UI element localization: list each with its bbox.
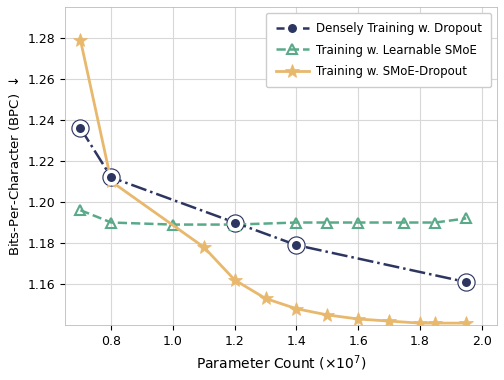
Training w. Learnable SMoE: [293, 220, 299, 225]
Densely Training w. Dropout: [78, 126, 84, 130]
Training w. SMoE-Dropout: [293, 307, 299, 311]
Training w. SMoE-Dropout: [463, 321, 469, 325]
Training w. Learnable SMoE: [170, 222, 176, 227]
Y-axis label: Bits-Per-Character (BPC) $\downarrow$: Bits-Per-Character (BPC) $\downarrow$: [7, 76, 22, 256]
Densely Training w. Dropout: [463, 280, 469, 284]
Training w. SMoE-Dropout: [417, 321, 423, 325]
Training w. Learnable SMoE: [324, 220, 330, 225]
Line: Training w. Learnable SMoE: Training w. Learnable SMoE: [76, 205, 471, 230]
Training w. SMoE-Dropout: [324, 313, 330, 317]
Training w. Learnable SMoE: [402, 220, 408, 225]
Training w. Learnable SMoE: [108, 220, 114, 225]
Training w. Learnable SMoE: [232, 222, 238, 227]
Training w. SMoE-Dropout: [263, 296, 269, 301]
X-axis label: Parameter Count ($\times10^7$): Parameter Count ($\times10^7$): [196, 353, 366, 373]
Training w. SMoE-Dropout: [386, 319, 392, 323]
Training w. SMoE-Dropout: [355, 317, 361, 321]
Densely Training w. Dropout: [293, 243, 299, 247]
Training w. SMoE-Dropout: [201, 245, 207, 249]
Densely Training w. Dropout: [232, 220, 238, 225]
Training w. Learnable SMoE: [355, 220, 361, 225]
Densely Training w. Dropout: [108, 175, 114, 180]
Training w. Learnable SMoE: [432, 220, 438, 225]
Training w. SMoE-Dropout: [108, 179, 114, 184]
Line: Densely Training w. Dropout: Densely Training w. Dropout: [74, 122, 472, 288]
Training w. Learnable SMoE: [78, 208, 84, 212]
Training w. SMoE-Dropout: [78, 38, 84, 42]
Line: Training w. SMoE-Dropout: Training w. SMoE-Dropout: [74, 33, 473, 330]
Training w. SMoE-Dropout: [232, 278, 238, 282]
Training w. SMoE-Dropout: [432, 321, 438, 325]
Training w. Learnable SMoE: [463, 216, 469, 221]
Legend: Densely Training w. Dropout, Training w. Learnable SMoE, Training w. SMoE-Dropou: Densely Training w. Dropout, Training w.…: [266, 13, 491, 87]
